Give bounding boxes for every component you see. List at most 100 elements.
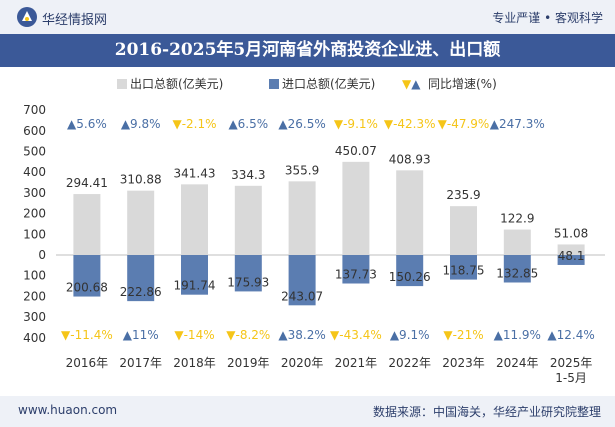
- import-bar: [73, 255, 101, 297]
- y-tick-label: 400: [23, 331, 46, 345]
- export-bar: [557, 244, 585, 255]
- import-value-label: 243.07: [281, 289, 323, 303]
- x-tick-label: 2016年: [66, 356, 109, 370]
- import-bar: [342, 255, 370, 284]
- export-value-label: 294.41: [66, 176, 108, 190]
- import-bar: [234, 255, 262, 292]
- export-bar: [288, 181, 316, 255]
- export-growth-label: ▼-9.1%: [334, 117, 378, 131]
- data-labels: 294.41 200.68 310.88 222.86 341.43 191.74 334.…: [66, 144, 588, 303]
- x-tick-label: 2017年: [119, 356, 162, 370]
- import-growth-label: ▼-8.2%: [226, 328, 270, 342]
- y-axis: 700 600 500 400 300 200 100 0 100 200 300 400: [23, 103, 605, 345]
- legend: 出口总额(亿美元) 进口总额(亿美元) ▼▲ 同比增速(%): [117, 76, 497, 91]
- export-growth-label: ▲9.8%: [121, 117, 161, 131]
- chart-area: 出口总额(亿美元) 进口总额(亿美元) ▼▲ 同比增速(%) 700 600 500 400…: [23, 76, 605, 385]
- x-tick-label: 2018年: [173, 356, 216, 370]
- import-value-label: 222.86: [120, 285, 162, 299]
- y-tick-label: 200: [23, 289, 46, 303]
- export-value-label: 334.3: [231, 168, 265, 182]
- export-growth-label: ▼-2.1%: [172, 117, 216, 131]
- legend-export-label: 出口总额(亿美元): [130, 76, 223, 91]
- y-tick-label: 400: [23, 165, 46, 179]
- export-bar: [396, 170, 424, 255]
- brand-name[interactable]: 华经情报网: [42, 13, 108, 28]
- y-tick-label: 700: [23, 103, 46, 117]
- x-tick-label: 2023年: [442, 356, 485, 370]
- export-bar: [503, 229, 531, 255]
- import-bar: [557, 255, 585, 265]
- chart-title: 2016-2025年5月河南省外商投资企业进、出口额: [114, 40, 501, 60]
- legend-export-swatch: [117, 79, 127, 89]
- y-tick-label: 300: [23, 186, 46, 200]
- site-url[interactable]: www.huaon.com: [18, 403, 118, 417]
- import-growth-label: ▼-43.4%: [330, 328, 382, 342]
- export-value-label: 122.9: [500, 212, 534, 226]
- x-tick-label: 2019年: [227, 356, 270, 370]
- import-bar: [127, 255, 155, 302]
- export-value-label: 341.43: [174, 166, 216, 180]
- import-value-label: 150.26: [389, 270, 431, 284]
- export-value-label: 355.9: [285, 163, 319, 177]
- export-value-label: 51.08: [554, 226, 588, 240]
- y-tick-label: 100: [23, 227, 46, 241]
- export-bar: [181, 184, 208, 255]
- import-bar: [396, 255, 424, 287]
- export-growth-label: ▲26.5%: [278, 117, 325, 131]
- import-value-label: 118.75: [443, 264, 485, 278]
- import-bar: [181, 255, 208, 295]
- export-value-label: 450.07: [335, 144, 377, 158]
- growth-labels: ▲5.6% ▲9.8% ▼-2.1% ▲6.5% ▲26.5% ▼-9.1% ▼-42.3%…: [61, 117, 595, 342]
- export-value-label: 310.88: [120, 173, 162, 187]
- y-tick-label: 100: [23, 269, 46, 283]
- import-growth-label: ▲11.9%: [494, 328, 541, 342]
- x-axis: 2016年 2017年 2018年 2019年 2020年 2021年 2022年 2023年…: [66, 356, 593, 385]
- import-value-label: 132.85: [496, 266, 538, 280]
- export-growth-label: ▲6.5%: [228, 117, 268, 131]
- data-source: 数据来源：中国海关，华经产业研究院整理: [372, 405, 601, 419]
- import-value-label: 175.93: [227, 275, 269, 289]
- export-growth-label: ▲247.3%: [490, 117, 545, 131]
- x-tick-label: 2024年: [496, 356, 539, 370]
- huajing-logo-icon: [17, 7, 37, 27]
- y-tick-label: 200: [23, 207, 46, 221]
- export-value-label: 408.93: [389, 152, 431, 166]
- import-growth-label: ▲11%: [123, 328, 159, 342]
- export-bar: [127, 190, 155, 255]
- x-tick-label: 2025年 1-5月: [550, 356, 593, 385]
- import-growth-label: ▲9.1%: [390, 328, 430, 342]
- x-tick-label: 2020年: [281, 356, 324, 370]
- import-bar: [503, 255, 531, 283]
- title-bar: 2016-2025年5月河南省外商投资企业进、出口额: [0, 34, 615, 67]
- import-bar: [288, 255, 316, 306]
- export-bar: [450, 206, 477, 255]
- bottom-bar: www.huaon.com 数据来源：中国海关，华经产业研究院整理: [0, 396, 615, 427]
- export-bar: [73, 194, 101, 255]
- bars: [73, 161, 585, 306]
- legend-import-swatch: [269, 79, 279, 89]
- import-value-label: 137.73: [335, 268, 377, 282]
- import-growth-label: ▼-21%: [443, 328, 483, 342]
- import-value-label: 191.74: [174, 279, 216, 293]
- y-tick-label: 300: [23, 310, 46, 324]
- export-growth-label: ▼-47.9%: [438, 117, 490, 131]
- export-value-label: 235.9: [446, 188, 480, 202]
- x-tick-label: 2021年: [335, 356, 378, 370]
- x-tick-label: 2022年: [388, 356, 431, 370]
- export-growth-label: ▲5.6%: [67, 117, 107, 131]
- legend-growth-marker: ▼▲: [402, 77, 421, 91]
- tagline: 专业严谨 • 客观科学: [492, 11, 603, 25]
- y-tick-label: 500: [23, 145, 46, 159]
- import-growth-label: ▲38.2%: [278, 328, 325, 342]
- export-bar: [342, 161, 370, 255]
- legend-growth-label: 同比增速(%): [428, 77, 497, 91]
- import-growth-label: ▲12.4%: [547, 328, 594, 342]
- y-tick-label: 0: [38, 248, 46, 262]
- import-growth-label: ▼-14%: [174, 328, 214, 342]
- import-value-label: 200.68: [66, 281, 108, 295]
- import-value-label: 48.1: [558, 249, 585, 263]
- import-growth-label: ▼-11.4%: [61, 328, 113, 342]
- export-bar: [234, 185, 262, 255]
- import-bar: [450, 255, 477, 280]
